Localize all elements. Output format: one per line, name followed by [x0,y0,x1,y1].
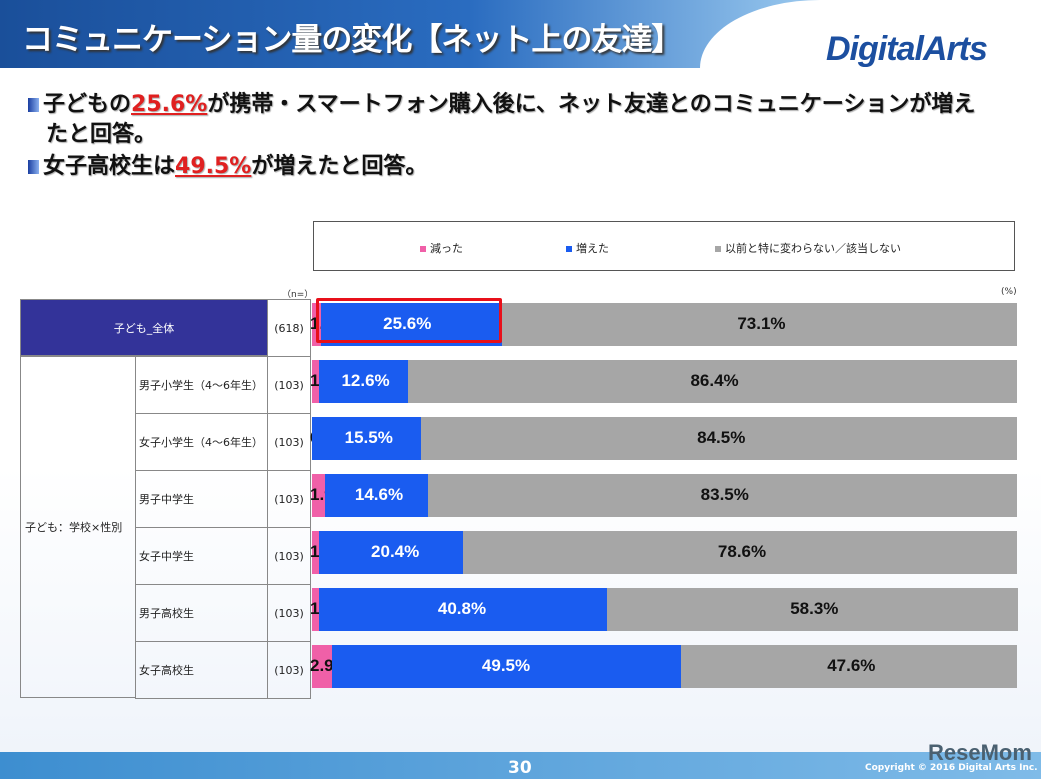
bar-segment [421,417,1017,460]
bar-segment [312,474,326,517]
bar-segment [462,531,1017,574]
data-label: 49.5% [481,656,531,675]
legend-item: 減った [420,240,463,256]
category-label: 女子小学生（4～6年生） [135,413,268,471]
bullet-text: 女子高校生は [43,154,176,179]
data-label: 86.4% [690,371,739,390]
group-total: 子ども_全体 [20,299,268,356]
legend-item: 増えた [566,240,609,256]
data-label: 84.5% [697,428,746,447]
n-value: (103) [267,584,311,642]
data-label: 73.1% [737,314,786,333]
category-label: 女子中学生 [135,527,268,585]
legend-label: 以前と特に変わらない／該当しない [725,242,901,255]
bar-segment [321,303,502,346]
bullet-2: 女子高校生は49.5%が増えたと回答。 [28,148,427,180]
data-label: 20.4% [371,542,420,561]
bullet-1: 子どもの25.6%が携帯・スマートフォン購入後に、ネット友達とのコミュニケーショ… [28,86,975,118]
bar-segment [319,588,607,631]
n-value: (103) [267,641,311,699]
data-label: 12.6% [341,371,390,390]
bullet-text: が携帯・スマートフォン購入後に、ネット友達とのコミュニケーションが増え [207,92,976,117]
category-label: 男子中学生 [135,470,268,528]
digitalarts-logo: DigitalArts [826,30,988,68]
group-segment: 子ども：学校×性別 [20,356,136,698]
bar-segment [312,417,422,460]
bullet-highlight: 49.5% [175,154,252,179]
bar-segment [407,360,1017,403]
n-value: (103) [267,527,311,585]
n-value: (103) [267,413,311,471]
data-label: 14.6% [354,485,404,504]
chart-legend: 減った 増えた 以前と特に変わらない／該当しない [313,221,1015,271]
bar-segment [312,588,320,631]
highlight-box [316,298,502,343]
n-value: (618) [267,299,311,357]
legend-item: 以前と特に変わらない／該当しない [715,240,901,256]
bar-segment [332,645,682,688]
bar-segment [681,645,1017,688]
slide-title: コミュニケーション量の変化【ネット上の友達】 [22,22,682,58]
copyright: Copyright © 2016 Digital Arts Inc. [865,763,1038,773]
legend-label: 減った [430,242,463,255]
n-label: （n=） [282,290,314,300]
n-value: (103) [267,470,311,528]
category-label: 男子小学生（4～6年生） [135,356,268,414]
bullet-highlight: 25.6% [131,92,208,117]
data-label: 58.3% [790,599,839,618]
legend-label: 増えた [576,242,609,255]
category-label: 男子高校生 [135,584,268,642]
bullet-text: 子どもの [43,92,132,117]
category-label: 女子高校生 [135,641,268,699]
data-label: 15.5% [344,428,393,447]
bullet-square-icon [28,98,39,112]
bullet-1-line2: たと回答。 [46,122,157,147]
bar-segment [312,645,333,688]
n-value: (103) [267,356,311,414]
resemom-watermark: ReseMom [928,740,1032,765]
bar-segment [312,531,320,574]
unit-label: (%) [1001,287,1017,297]
data-label: 25.6% [383,314,432,333]
data-label: 78.6% [717,542,767,561]
bar-segment [325,474,429,517]
bar-segment [319,360,408,403]
slide-footer [0,752,1041,779]
data-label: 40.8% [437,599,487,618]
page-number: 30 [508,758,532,778]
data-label: 47.6% [827,656,876,675]
data-label: 83.5% [700,485,749,504]
bar-segment [312,360,320,403]
bar-segment [501,303,1017,346]
bullet-square-icon [28,160,39,174]
bar-segment [428,474,1017,517]
bar-segment [319,531,463,574]
slide-header [0,0,1041,68]
bar-segment [606,588,1018,631]
bullet-text: が増えたと回答。 [251,154,428,179]
